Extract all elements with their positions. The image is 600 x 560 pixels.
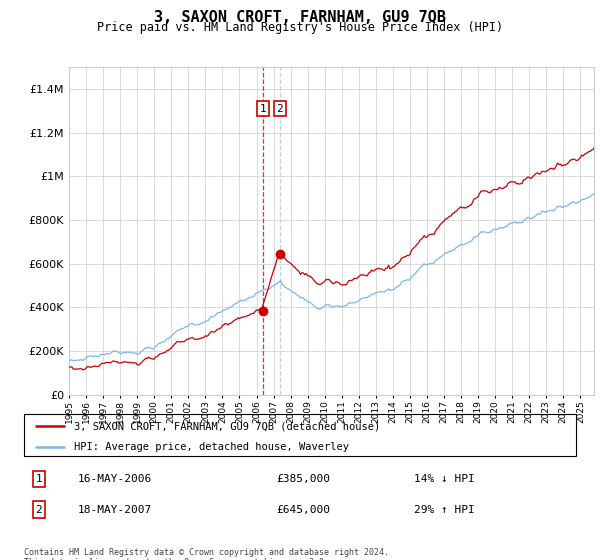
Text: Contains HM Land Registry data © Crown copyright and database right 2024.
This d: Contains HM Land Registry data © Crown c…: [24, 548, 389, 560]
Text: 1: 1: [35, 474, 43, 484]
Text: 1: 1: [260, 104, 266, 114]
Text: 2: 2: [35, 505, 43, 515]
Text: 14% ↓ HPI: 14% ↓ HPI: [414, 474, 475, 484]
Text: 18-MAY-2007: 18-MAY-2007: [78, 505, 152, 515]
Text: Price paid vs. HM Land Registry's House Price Index (HPI): Price paid vs. HM Land Registry's House …: [97, 21, 503, 34]
Text: £645,000: £645,000: [276, 505, 330, 515]
Text: 2: 2: [277, 104, 283, 114]
Text: 3, SAXON CROFT, FARNHAM, GU9 7QB: 3, SAXON CROFT, FARNHAM, GU9 7QB: [154, 10, 446, 25]
Text: 29% ↑ HPI: 29% ↑ HPI: [414, 505, 475, 515]
Text: £385,000: £385,000: [276, 474, 330, 484]
Text: 3, SAXON CROFT, FARNHAM, GU9 7QB (detached house): 3, SAXON CROFT, FARNHAM, GU9 7QB (detach…: [74, 421, 380, 431]
Text: HPI: Average price, detached house, Waverley: HPI: Average price, detached house, Wave…: [74, 442, 349, 452]
Text: 16-MAY-2006: 16-MAY-2006: [78, 474, 152, 484]
